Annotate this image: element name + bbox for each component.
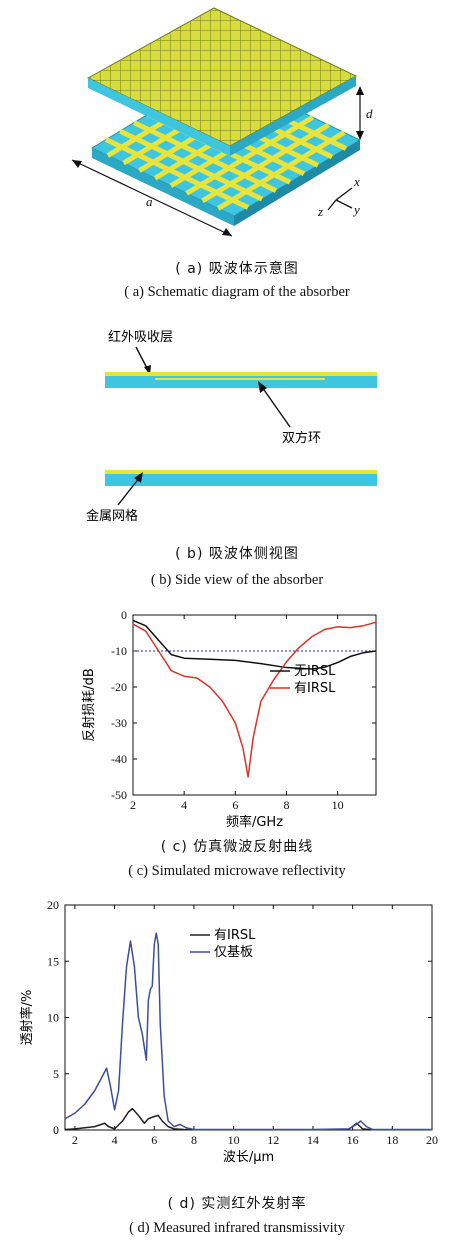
legend-entry: 有IRSL [294,681,336,696]
panel-c-chart: 2 4 6 8 10 0 -10 -20 -30 -40 -50 频率/GHz 反射损耗/dB 无IRSL… [0,600,474,832]
series-line [64,1107,432,1131]
y-tick-label: 0 [53,1123,59,1137]
x-tick-label: 2 [72,1133,78,1147]
y-tick-label: -20 [111,680,127,694]
caption-d-zh: ( d) 实测红外发射率 [167,1196,307,1212]
y-tick-label: -10 [111,644,127,658]
x-tick-label: 10 [228,1133,240,1147]
series-line [132,621,377,778]
x-tick-label: 8 [191,1133,197,1147]
absorber-side-view-figure: 红外吸收层 双方环 金属网格 [86,329,377,524]
x-tick-label: 16 [347,1133,359,1147]
dim-d-label: d [366,106,373,121]
svg-text:x: x [353,174,360,189]
y-tick-label: -50 [111,788,127,802]
grid-line [104,137,250,210]
legend-entry: 仅基板 [214,945,253,960]
absorber-schematic-figure: d a x y z [71,7,373,237]
x-tick-label: 10 [332,798,344,812]
reflectivity-chart: 2 4 6 8 10 0 -10 -20 -30 -40 -50 频率/GHz 反射损耗/dB 无IRSL… [81,608,377,830]
legend-entry: 无IRSL [294,664,336,679]
grid-line [118,128,264,202]
y-tick-label: 10 [47,1011,59,1025]
x-tick-label: 18 [386,1133,398,1147]
metal-grid-label: 金属网格 [86,508,138,524]
x-tick-label: 8 [283,798,289,812]
x-tick-label: 20 [426,1133,438,1147]
top-layer [86,7,358,156]
y-tick-label: -30 [111,716,127,730]
panel-a-schematic: d a x y z [0,0,474,250]
x-axis-label: 频率/GHz [226,814,283,830]
x-tick-label: 12 [267,1133,279,1147]
y-axis-label: 反射损耗/dB [81,668,97,742]
grid-line [185,115,314,196]
y-tick-label: 0 [121,608,127,622]
caption-a-en: ( a) Schematic diagram of the absorber [124,284,350,300]
grid-line [201,122,330,204]
x-tick-label: 6 [232,798,238,812]
dim-a-label: a [146,194,153,209]
caption-a-zh: ( a) 吸波体示意图 [175,261,299,277]
y-tick-label: -40 [111,752,127,766]
series-line [132,619,377,670]
x-tick-label: 4 [112,1133,118,1147]
x-tick-label: 6 [151,1133,157,1147]
series-line [64,932,432,1131]
double-ring-label: 双方环 [282,430,321,446]
coordinate-axes-icon: x y z [317,174,360,219]
caption-c-en: ( c) Simulated microwave reflectivity [128,863,346,879]
svg-text:z: z [317,204,323,219]
plot-frame [132,614,377,796]
panel-d-chart: 2 4 6 8 10 12 14 16 18 20 0 5 10 15 20 波长/μm 透射率/% 有IRSL 仅… [0,895,474,1187]
caption-c-zh: ( c) 仿真微波反射曲线 [160,839,314,855]
transmissivity-chart: 2 4 6 8 10 12 14 16 18 20 0 5 10 15 20 波长/μm 透射率/% 有IRSL 仅… [19,898,438,1165]
y-tick-label: 20 [47,898,59,912]
x-tick-label: 2 [130,798,136,812]
caption-b-en: ( b) Side view of the absorber [150,572,324,588]
grid-line [216,130,346,211]
x-tick-label: 14 [307,1133,319,1147]
caption-d-en: ( d) Measured infrared transmissivity [129,1220,345,1236]
y-tick-label: 5 [53,1067,59,1081]
grid-line [132,120,278,193]
y-axis-label: 透射率/% [19,990,35,1046]
x-tick-label: 4 [181,798,187,812]
legend-entry: 有IRSL [214,928,256,943]
panel-b-side-view: 红外吸收层 双方环 金属网格 [0,315,474,530]
caption-b-zh: ( b) 吸波体侧视图 [175,546,299,562]
svg-text:y: y [352,202,360,217]
y-tick-label: 15 [47,954,59,968]
ir-layer-label: 红外吸收层 [108,329,173,345]
x-axis-label: 波长/μm [223,1150,274,1165]
